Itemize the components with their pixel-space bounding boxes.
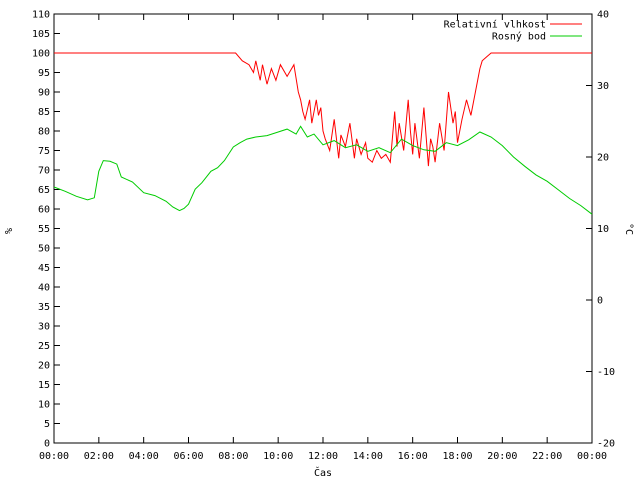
- x-tick-label: 06:00: [173, 451, 203, 462]
- y-left-tick-label: 15: [38, 380, 50, 391]
- y-left-tick-label: 75: [38, 146, 50, 157]
- x-tick-label: 00:00: [577, 451, 607, 462]
- legend-entry-label: Rosný bod: [492, 31, 546, 43]
- y-left-tick-label: 20: [38, 361, 50, 372]
- y-left-tick-label: 50: [38, 244, 50, 255]
- x-axis-label: Čas: [314, 466, 332, 479]
- legend-entry-label: Relativní vlhkost: [444, 19, 546, 31]
- x-tick-label: 04:00: [129, 451, 159, 462]
- y-left-tick-label: 60: [38, 205, 50, 216]
- y-left-tick-label: 65: [38, 185, 50, 196]
- y-left-tick-label: 10: [38, 400, 50, 411]
- y-right-tick-label: 30: [597, 81, 609, 92]
- y-left-tick-label: 40: [38, 283, 50, 294]
- y-left-tick-label: 110: [32, 10, 50, 21]
- y-left-tick-label: 70: [38, 166, 50, 177]
- x-tick-label: 14:00: [353, 451, 383, 462]
- y-right-tick-label: 10: [597, 224, 609, 235]
- y-left-tick-label: 95: [38, 68, 50, 79]
- y-left-tick-label: 80: [38, 127, 50, 138]
- y-left-tick-label: 30: [38, 322, 50, 333]
- x-tick-label: 12:00: [308, 451, 338, 462]
- x-tick-label: 02:00: [84, 451, 114, 462]
- y-axis-right-label: °C: [623, 223, 634, 235]
- x-tick-label: 00:00: [39, 451, 69, 462]
- y-left-tick-label: 90: [38, 88, 50, 99]
- series-line-1: [54, 52, 592, 167]
- x-tick-label: 22:00: [532, 451, 562, 462]
- y-left-tick-label: 25: [38, 341, 50, 352]
- x-tick-label: 10:00: [263, 451, 293, 462]
- x-tick-label: 16:00: [398, 451, 428, 462]
- y-left-tick-label: 5: [44, 419, 50, 430]
- y-left-tick-label: 105: [32, 29, 50, 40]
- series-line-2: [53, 125, 593, 215]
- y-left-tick-label: 55: [38, 224, 50, 235]
- y-left-tick-label: 0: [44, 439, 50, 450]
- y-left-tick-label: 45: [38, 263, 50, 274]
- y-right-tick-label: 40: [597, 10, 609, 21]
- y-axis-left-label: %: [4, 228, 15, 234]
- x-tick-label: 20:00: [487, 451, 517, 462]
- y-right-tick-label: 0: [597, 296, 603, 307]
- x-tick-label: 18:00: [442, 451, 472, 462]
- y-right-tick-label: 20: [597, 153, 609, 164]
- axis-ticks: 0 5 10 15 20 25 30 35 40 45 50 55 60 65 70 75 80 85 90 95 10…: [32, 10, 615, 463]
- plot-frame: [53, 13, 593, 444]
- y-left-tick-label: 85: [38, 107, 50, 118]
- y-left-tick-label: 35: [38, 302, 50, 313]
- x-tick-label: 08:00: [218, 451, 248, 462]
- y-right-tick-label: -20: [597, 439, 615, 450]
- y-left-tick-label: 100: [32, 49, 50, 60]
- series-lines: [53, 52, 593, 215]
- y-right-tick-label: -10: [597, 367, 615, 378]
